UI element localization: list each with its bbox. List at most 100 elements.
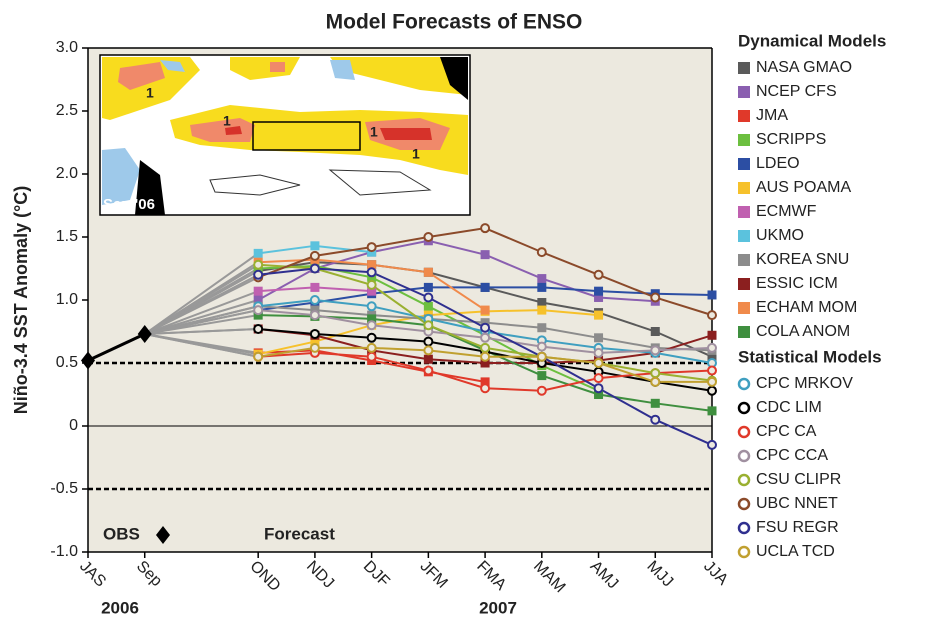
marker xyxy=(537,371,547,381)
connector xyxy=(144,252,259,335)
y-tick-label: 0.5 xyxy=(56,354,78,371)
legend-label: CPC CA xyxy=(756,423,817,440)
marker xyxy=(537,274,547,284)
marker xyxy=(707,376,717,387)
marker xyxy=(480,351,491,362)
x-tick-label: DJF xyxy=(360,558,393,591)
marker xyxy=(423,354,433,364)
marker xyxy=(593,383,604,394)
legend-swatch xyxy=(737,449,751,463)
marker xyxy=(593,358,604,368)
connector xyxy=(144,290,259,335)
marker xyxy=(253,351,264,362)
marker xyxy=(253,323,264,334)
marker xyxy=(309,310,320,321)
legend-swatch xyxy=(738,134,750,146)
contour-label: 1 xyxy=(223,113,231,129)
connector xyxy=(144,263,259,335)
legend-label: NCEP CFS xyxy=(756,83,837,100)
legend-swatch xyxy=(738,182,750,194)
contour-label: 1 xyxy=(146,85,154,101)
marker xyxy=(253,259,264,270)
inset-map: Sep '06 1 1 1 1 xyxy=(99,54,471,216)
x-tick-label: MAM xyxy=(530,558,568,596)
marker xyxy=(423,292,434,303)
marker xyxy=(480,305,490,315)
connector xyxy=(144,333,259,358)
legend-swatch xyxy=(738,158,750,170)
marker xyxy=(537,305,547,315)
connector xyxy=(144,327,259,336)
x-tick-label: FMA xyxy=(473,558,509,594)
marker xyxy=(650,327,660,336)
marker xyxy=(594,310,604,320)
marker xyxy=(537,298,547,308)
marker xyxy=(423,267,433,277)
marker xyxy=(423,232,434,242)
legend-swatch xyxy=(738,326,750,338)
marker xyxy=(650,345,661,356)
obs-legend-marker xyxy=(156,526,170,544)
y-tick-label: 1.5 xyxy=(56,228,78,245)
y-tick-label: -1.0 xyxy=(50,543,78,560)
marker xyxy=(480,342,491,353)
marker xyxy=(480,332,491,343)
marker xyxy=(309,263,320,274)
chart-title: Model Forecasts of ENSO xyxy=(326,11,583,34)
marker xyxy=(650,368,661,379)
y-axis-label: Niño-3.4 SST Anomaly (°C) xyxy=(11,186,31,415)
legend-label: LDEO xyxy=(756,155,800,172)
marker xyxy=(253,295,263,305)
x-tick-label: JFM xyxy=(417,558,451,592)
marker xyxy=(536,341,547,352)
marker xyxy=(480,383,491,394)
legend-swatch xyxy=(737,425,751,439)
marker xyxy=(707,365,717,376)
marker xyxy=(480,250,490,260)
marker xyxy=(537,282,547,292)
marker xyxy=(480,282,490,292)
contour-label: 1 xyxy=(412,146,420,162)
legend-swatch xyxy=(738,206,750,218)
legend-swatch xyxy=(738,86,750,98)
marker xyxy=(650,398,660,408)
marker xyxy=(707,406,717,416)
legend-swatch xyxy=(738,62,750,74)
legend-label: UKMO xyxy=(756,227,804,244)
year-label: 2006 xyxy=(101,598,139,617)
marker xyxy=(366,320,377,331)
y-tick-label: 2.5 xyxy=(56,102,78,119)
marker xyxy=(253,248,263,258)
marker xyxy=(480,223,491,234)
legend-swatch xyxy=(737,521,751,535)
marker xyxy=(593,347,604,358)
y-tick-label: 3.0 xyxy=(56,39,78,56)
legend-swatch xyxy=(738,302,750,314)
marker xyxy=(423,301,433,311)
contour-label: 1 xyxy=(370,124,378,140)
legend-label: AUS POAMA xyxy=(756,179,851,196)
marker xyxy=(594,292,604,302)
x-tick-label: JJA xyxy=(700,558,731,589)
x-tick-label: NDJ xyxy=(303,558,337,592)
marker xyxy=(253,269,264,280)
marker xyxy=(366,332,377,343)
marker xyxy=(367,260,377,270)
marker xyxy=(309,342,320,353)
legend-swatch xyxy=(738,254,750,266)
legend-label: CPC MRKOV xyxy=(756,375,853,392)
marker xyxy=(309,329,320,340)
legend-label: FSU REGR xyxy=(756,519,839,536)
legend-label: CDC LIM xyxy=(756,399,822,416)
legend-swatch xyxy=(737,401,751,415)
marker xyxy=(367,272,377,282)
marker xyxy=(536,385,547,396)
marker xyxy=(309,250,320,261)
legend-swatch xyxy=(737,377,751,391)
year-label: 2007 xyxy=(479,598,517,617)
marker xyxy=(367,286,377,296)
marker xyxy=(707,342,717,353)
marker xyxy=(480,358,490,368)
marker xyxy=(650,414,661,425)
